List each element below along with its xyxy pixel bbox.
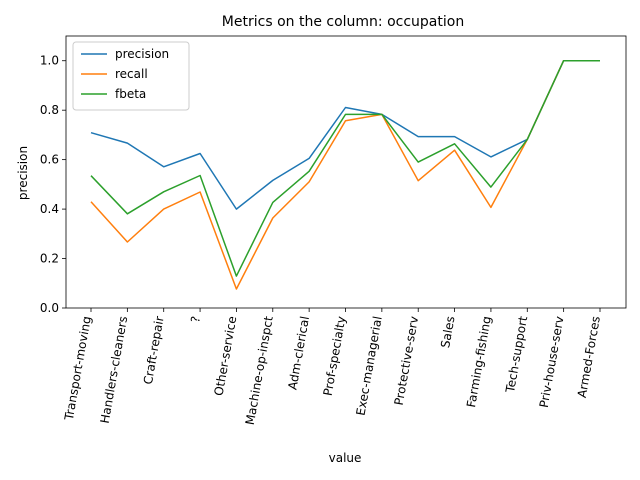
x-tick-label: Adm-clerical (285, 315, 312, 391)
x-tick-label: Sales (438, 315, 457, 349)
y-tick-label: 0.8 (40, 103, 59, 117)
x-tick-label: Exec-managerial (354, 315, 385, 416)
legend: precision recall fbeta (72, 41, 190, 111)
legend-label-fbeta: fbeta (115, 87, 146, 101)
y-tick-label: 0.2 (40, 252, 59, 266)
x-tick-label: Machine-op-inspct (243, 315, 276, 426)
x-tick-label: ? (188, 315, 203, 324)
y-tick-label: 0.6 (40, 153, 59, 167)
x-axis-label: value (329, 451, 362, 465)
x-tick-label: Craft-repair (141, 315, 167, 385)
x-tick-label: Protective-serv (392, 315, 421, 406)
x-tick-label: Handlers-cleaners (98, 315, 131, 424)
axes-frame (65, 35, 627, 309)
x-tick-label: Tech-support (503, 315, 530, 395)
legend-label-precision: precision (115, 47, 169, 61)
y-axis-label: precision (16, 146, 30, 200)
x-tick-label: Priv-house-serv (537, 315, 567, 409)
legend-label-recall: recall (115, 67, 148, 81)
x-tick-label: Transport-moving (62, 315, 94, 422)
legend-box (72, 41, 190, 111)
chart-title: Metrics on the column: occupation (222, 14, 464, 30)
x-tick-label: Prof-specialty (321, 315, 349, 397)
y-tick-label: 0.0 (40, 301, 59, 315)
x-tick-label: Other-service (212, 315, 240, 397)
series-line-recall (90, 59, 600, 290)
series-line-precision (90, 59, 600, 210)
series-line-fbeta (90, 59, 600, 277)
x-tick-label: Farming-fishing (464, 315, 494, 408)
x-tick-label: Armed-Forces (575, 315, 603, 399)
y-tick-label: 0.4 (40, 202, 59, 216)
y-tick-label: 1.0 (40, 54, 59, 68)
